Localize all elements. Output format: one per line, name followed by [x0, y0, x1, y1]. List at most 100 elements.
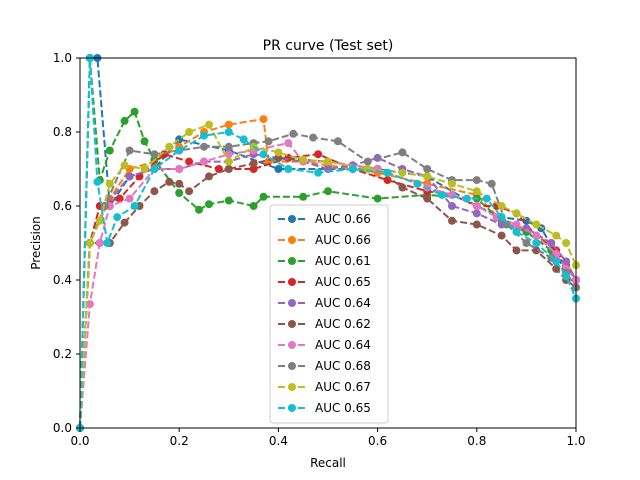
series-4-point: [115, 194, 124, 203]
series-10-point: [462, 194, 471, 203]
series-10-point: [130, 202, 139, 210]
series-9-point: [120, 161, 129, 170]
x-axis-label: Recall: [310, 456, 346, 470]
x-tick-label: 1.0: [566, 434, 585, 448]
legend-swatch-marker: [288, 362, 296, 370]
series-4-line: [79, 153, 577, 429]
series-7-point: [512, 220, 521, 229]
series-10-point: [93, 177, 102, 186]
series-7-point: [472, 202, 481, 210]
legend-item: AUC 0.68: [278, 359, 371, 373]
legend-label: AUC 0.61: [315, 254, 371, 268]
series-9-point: [185, 128, 194, 136]
series-9-point: [224, 157, 233, 166]
series-3-point: [373, 194, 382, 203]
series-10-point: [259, 150, 268, 159]
series-9-point: [512, 209, 521, 218]
legend-label: AUC 0.65: [315, 401, 371, 415]
series-10-point: [383, 168, 392, 177]
y-tick-label: 0.0: [53, 421, 72, 435]
y-tick-label: 0.6: [53, 199, 72, 213]
series-10-point: [482, 194, 491, 203]
legend-swatch-marker: [288, 404, 296, 412]
series-8-point: [472, 176, 481, 185]
y-tick-label: 0.8: [53, 125, 72, 139]
x-tick-label: 0.2: [170, 434, 189, 448]
series-9-point: [95, 216, 104, 225]
series-9-point: [299, 155, 308, 164]
series-layer: [76, 54, 580, 432]
series-9-point: [324, 157, 332, 166]
legend-label: AUC 0.64: [315, 296, 371, 310]
series-7-point: [175, 165, 184, 173]
series-7-point: [532, 231, 541, 240]
legend-label: AUC 0.67: [315, 380, 371, 394]
series-6-point: [150, 187, 159, 196]
series-10-point: [200, 131, 208, 140]
series-10-point: [512, 227, 521, 236]
x-tick-label: 0.4: [269, 434, 288, 448]
y-tick-label: 0.4: [53, 273, 72, 287]
series-6-point: [398, 183, 407, 192]
series-7-point: [284, 139, 293, 148]
series-10-point: [413, 179, 422, 188]
series-7-point: [85, 300, 94, 309]
legend-item: AUC 0.64: [278, 296, 371, 310]
series-8-point: [423, 165, 432, 173]
series-3-point: [195, 205, 203, 214]
series-6-point: [472, 220, 481, 229]
series-3-point: [259, 192, 268, 201]
legend-swatch-marker: [288, 383, 296, 391]
series-3-point: [224, 196, 233, 205]
series-8-point: [333, 137, 342, 146]
series-10-point: [438, 190, 447, 199]
series-9-point: [165, 142, 174, 151]
series-4-point: [314, 150, 323, 159]
series-5-point: [472, 209, 481, 218]
y-tick-label: 1.0: [53, 51, 72, 65]
series-3-point: [120, 116, 129, 125]
series-6-point: [497, 231, 506, 240]
series-8-point: [309, 133, 318, 142]
series-10-point: [150, 165, 159, 173]
series-6-point: [274, 153, 283, 162]
legend-item: AUC 0.66: [278, 212, 371, 226]
series-9-point: [105, 179, 114, 188]
y-axis-ticks: 0.0 0.2 0.4 0.6 0.8 1.0: [53, 51, 80, 435]
series-6-point: [165, 177, 174, 186]
series-4-point: [185, 157, 194, 166]
series-10-point: [239, 135, 248, 144]
legend-item: AUC 0.65: [278, 275, 371, 289]
series-10-point: [175, 146, 184, 155]
legend-swatch-marker: [288, 341, 296, 349]
series-10-point: [348, 165, 357, 173]
series-9-point: [205, 120, 213, 129]
legend-label: AUC 0.66: [315, 212, 371, 226]
legend-label: AUC 0.64: [315, 338, 371, 352]
series-10-point: [314, 168, 323, 177]
series-10-point: [113, 213, 122, 222]
legend-swatch-marker: [288, 299, 296, 307]
legend-swatch-marker: [288, 320, 296, 328]
series-3-point: [249, 202, 258, 210]
x-tick-label: 0.0: [70, 434, 89, 448]
series-5-point: [562, 257, 571, 266]
series-7-point: [95, 239, 104, 247]
series-5-point: [125, 172, 134, 181]
series-9-point: [140, 165, 149, 173]
legend-item: AUC 0.64: [278, 338, 371, 352]
series-9-point: [274, 148, 283, 157]
legend-swatch-marker: [288, 236, 296, 244]
series-8-point: [289, 129, 298, 138]
series-8-point: [150, 150, 159, 159]
legend-label: AUC 0.66: [315, 233, 371, 247]
series-7-point: [200, 157, 208, 166]
legend-swatch-marker: [288, 215, 296, 223]
legend-item: AUC 0.67: [278, 380, 371, 394]
series-8-point: [363, 157, 372, 166]
series-7-point: [125, 194, 134, 203]
series-6-point: [423, 194, 432, 203]
legend-item: AUC 0.61: [278, 254, 371, 268]
series-6-point: [205, 172, 213, 181]
